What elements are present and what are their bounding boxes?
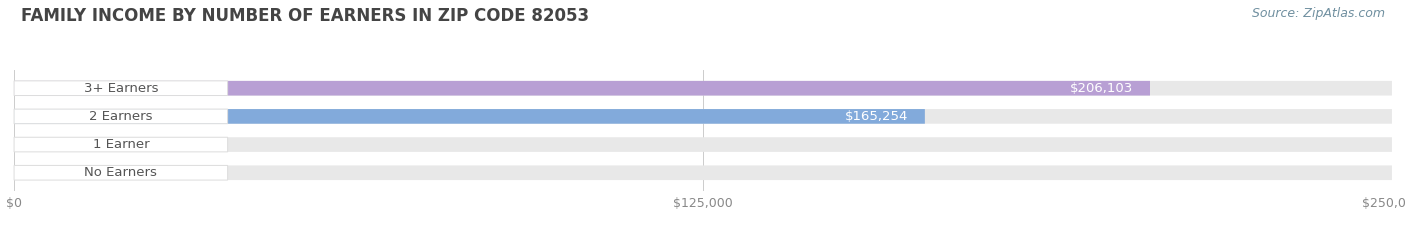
FancyBboxPatch shape xyxy=(14,81,228,96)
FancyBboxPatch shape xyxy=(14,137,228,152)
Text: No Earners: No Earners xyxy=(84,166,157,179)
Text: 2 Earners: 2 Earners xyxy=(89,110,153,123)
FancyBboxPatch shape xyxy=(14,165,1392,180)
Text: $165,254: $165,254 xyxy=(845,110,908,123)
Text: $0: $0 xyxy=(45,138,62,151)
FancyBboxPatch shape xyxy=(14,109,925,124)
FancyBboxPatch shape xyxy=(14,137,1392,152)
Text: $206,103: $206,103 xyxy=(1070,82,1133,95)
FancyBboxPatch shape xyxy=(14,165,228,180)
FancyBboxPatch shape xyxy=(14,81,1392,96)
Text: 1 Earner: 1 Earner xyxy=(93,138,149,151)
FancyBboxPatch shape xyxy=(14,109,1392,124)
Text: Source: ZipAtlas.com: Source: ZipAtlas.com xyxy=(1251,7,1385,20)
Text: $0: $0 xyxy=(45,166,62,179)
Text: 3+ Earners: 3+ Earners xyxy=(83,82,157,95)
Text: FAMILY INCOME BY NUMBER OF EARNERS IN ZIP CODE 82053: FAMILY INCOME BY NUMBER OF EARNERS IN ZI… xyxy=(21,7,589,25)
FancyBboxPatch shape xyxy=(14,109,228,124)
FancyBboxPatch shape xyxy=(14,81,1150,96)
